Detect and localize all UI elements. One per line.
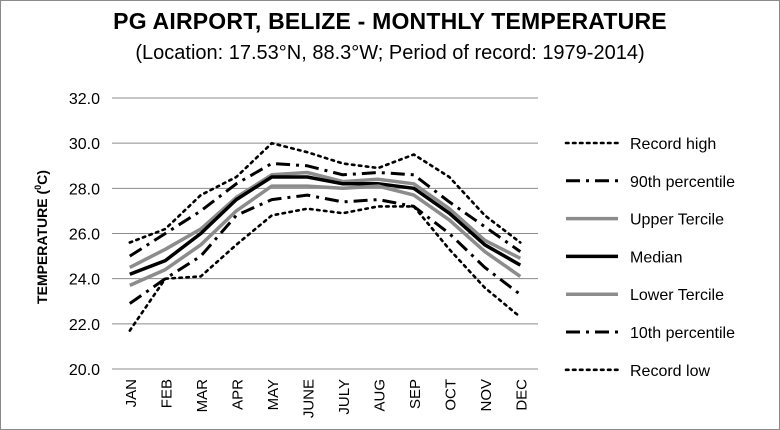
series-line-record-high	[128, 141, 522, 244]
y-axis-label: TEMPERATURE (0C)	[33, 170, 50, 304]
y-tick-label: 24.0	[69, 272, 100, 289]
x-axis-ticks: JAN FEB MAR APR MAY JUNE JULY AUG SEP OCT NOV DEC	[123, 379, 531, 418]
y-axis-label-superscript: 0	[33, 185, 43, 190]
y-tick-label: 20.0	[69, 362, 100, 379]
legend-lower-tercile-label: Lower Tercile	[630, 287, 724, 304]
x-tick-label: MAY	[265, 379, 282, 410]
x-tick-label: JAN	[123, 379, 140, 407]
x-tick-label: OCT	[442, 379, 459, 411]
y-tick-label: 28.0	[69, 181, 100, 198]
x-tick-label: APR	[229, 379, 246, 410]
x-tick-label: JUNE	[300, 379, 317, 418]
y-tick-label: 26.0	[69, 227, 100, 244]
legend-upper-tercile-label: Upper Tercile	[630, 212, 724, 229]
legend-record-high-label: Record high	[630, 136, 716, 153]
legend-10th-percentile-label: 10th percentile	[630, 325, 735, 342]
y-axis-label-main: TEMPERATURE (	[34, 190, 50, 304]
x-tick-label: MAR	[194, 379, 211, 413]
y-tick-label: 22.0	[69, 317, 100, 334]
y-tick-label: 30.0	[69, 136, 100, 153]
x-tick-label: FEB	[158, 379, 175, 408]
series-line-90th-percentile	[128, 162, 522, 258]
x-tick-label: JULY	[336, 379, 353, 415]
y-tick-label: 32.0	[69, 91, 100, 108]
series-line-record-low	[128, 205, 522, 332]
legend-record-low-label: Record low	[630, 363, 710, 380]
series-line-10th-percentile	[128, 193, 522, 305]
y-axis-label-unit: C)	[34, 170, 50, 185]
x-tick-label: DEC	[513, 379, 530, 411]
series-lines	[128, 141, 522, 332]
x-tick-label: AUG	[371, 379, 388, 412]
legend-median-label: Median	[630, 249, 682, 266]
chart-subtitle: (Location: 17.53°N, 88.3°W; Period of re…	[135, 42, 645, 64]
legend-90th-percentile-label: 90th percentile	[630, 174, 735, 191]
y-axis-ticks: 20.0 22.0 24.0 26.0 28.0 30.0 32.0	[69, 91, 100, 379]
series-line-upper-tercile	[129, 170, 522, 269]
chart-title: PG AIRPORT, BELIZE - MONTHLY TEMPERATURE	[113, 8, 667, 34]
x-tick-label: NOV	[478, 379, 495, 412]
legend: Record high 90th percentile Upper Tercile M…	[564, 136, 735, 380]
series-line-median	[129, 175, 522, 276]
series-line-lower-tercile	[129, 184, 522, 287]
x-tick-label: SEP	[407, 379, 424, 409]
